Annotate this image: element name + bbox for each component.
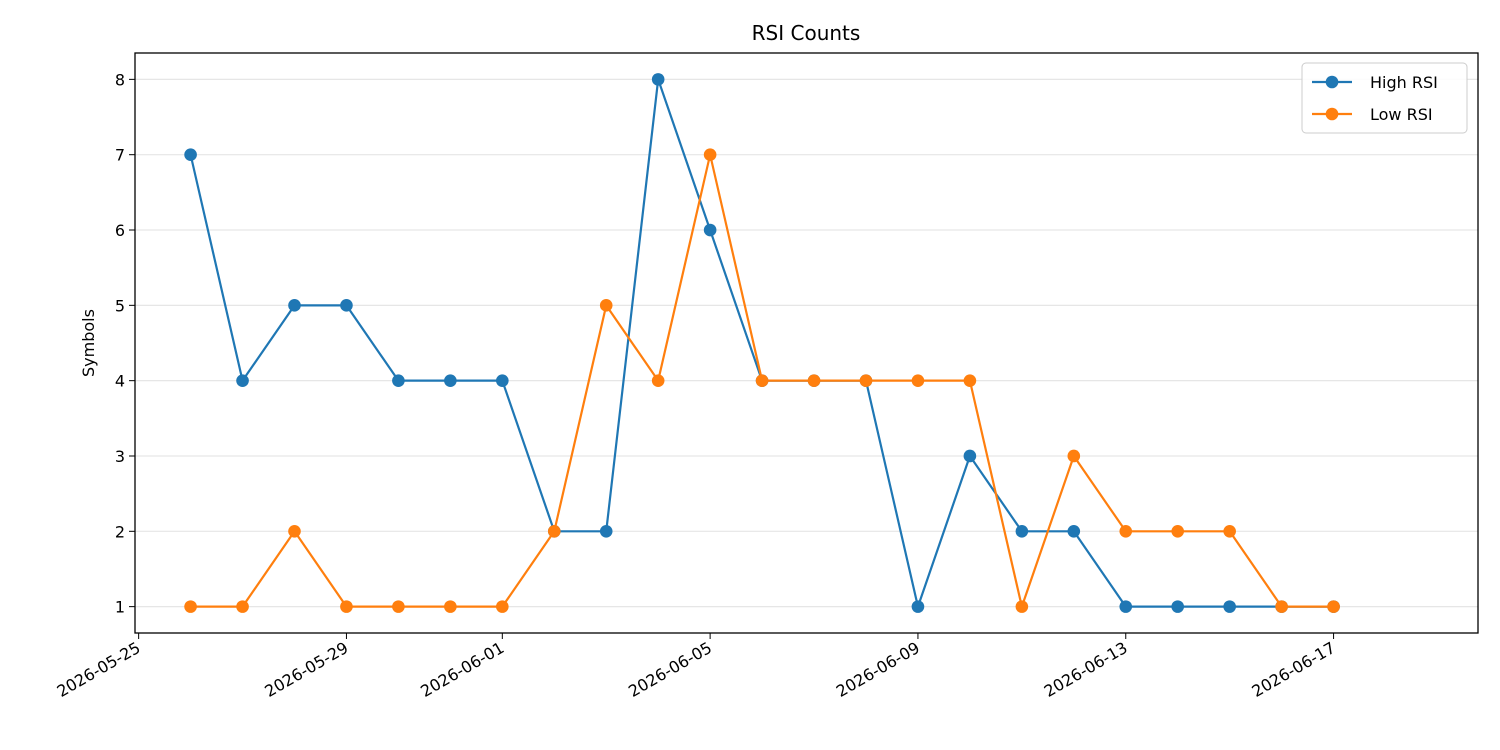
x-axis: 2026-05-25 2026-05-29 2026-06-01 2026-06-05… <box>54 633 1339 701</box>
data-point-low-rsi-2026-06-06 <box>755 374 769 387</box>
data-point-high-rsi-2026-06-15 <box>1223 600 1236 613</box>
data-point-high-rsi-2026-05-30 <box>392 374 405 387</box>
data-point-low-rsi-2026-06-16 <box>1275 600 1288 613</box>
data-point-high-rsi-2026-06-05 <box>703 223 717 237</box>
data-point-high-rsi-2026-06-09 <box>911 600 925 613</box>
data-point-high-rsi-2026-06-12 <box>1067 525 1081 538</box>
y-tick-label-4: 4 <box>115 372 125 391</box>
grid-lines <box>135 78 1478 608</box>
data-point-low-rsi-2026-05-28 <box>288 525 301 538</box>
data-point-high-rsi-2026-06-04 <box>651 73 665 86</box>
data-point-high-rsi-2026-06-13 <box>1119 600 1133 613</box>
data-point-low-rsi-2026-06-17 <box>1327 600 1340 613</box>
x-tick-label-2026-06-17: 2026-06-17 <box>1249 638 1339 701</box>
series-low-rsi <box>184 148 1340 613</box>
data-point-low-rsi-2026-06-15 <box>1223 525 1236 538</box>
series-line-high-rsi <box>189 78 1334 608</box>
y-axis: 1 2 3 4 5 6 7 8 <box>115 70 135 617</box>
data-point-low-rsi-2026-06-08 <box>859 374 873 387</box>
data-point-low-rsi-2026-06-07 <box>807 374 821 387</box>
data-point-low-rsi-2026-06-03 <box>599 299 613 312</box>
data-point-high-rsi-2026-05-31 <box>444 374 457 387</box>
data-point-high-rsi-2026-05-29 <box>340 299 353 312</box>
data-point-high-rsi-2026-05-28 <box>288 299 301 312</box>
data-point-low-rsi-2026-06-09 <box>911 374 925 387</box>
legend-marker-high-rsi <box>1325 75 1339 89</box>
x-tick-label-2026-05-29: 2026-05-29 <box>261 638 351 701</box>
data-point-high-rsi-2026-06-03 <box>599 525 613 538</box>
plot-frame <box>134 52 1479 634</box>
y-tick-label-8: 8 <box>115 70 125 89</box>
data-point-high-rsi-2026-06-01 <box>496 374 509 387</box>
y-tick-label-3: 3 <box>115 447 125 466</box>
data-point-low-rsi-2026-06-13 <box>1119 525 1133 538</box>
data-point-low-rsi-2026-06-05 <box>703 148 717 161</box>
data-point-low-rsi-2026-06-11 <box>1015 600 1029 613</box>
data-point-high-rsi-2026-06-14 <box>1171 600 1185 613</box>
legend-label-high-rsi: High RSI <box>1370 73 1438 92</box>
data-point-low-rsi-2026-06-12 <box>1067 449 1081 463</box>
data-point-low-rsi-2026-05-30 <box>392 600 405 613</box>
y-tick-label-2: 2 <box>115 522 125 541</box>
data-point-low-rsi-2026-05-27 <box>236 600 249 613</box>
legend: High RSI Low RSI <box>1301 62 1468 134</box>
data-point-low-rsi-2026-05-31 <box>444 600 457 613</box>
data-point-low-rsi-2026-06-04 <box>651 374 665 387</box>
series-layer <box>184 73 1340 613</box>
data-point-low-rsi-2026-06-02 <box>547 525 561 538</box>
data-point-low-rsi-2026-05-26 <box>184 600 197 613</box>
data-point-high-rsi-2026-05-27 <box>236 374 249 387</box>
data-point-low-rsi-2026-06-01 <box>496 600 509 613</box>
chart-title: RSI Counts <box>752 21 861 45</box>
y-tick-label-5: 5 <box>115 296 125 315</box>
legend-marker-low-rsi <box>1325 107 1339 121</box>
legend-label-low-rsi: Low RSI <box>1370 105 1433 124</box>
x-tick-label-2026-06-01: 2026-06-01 <box>417 638 507 701</box>
data-point-high-rsi-2026-05-26 <box>184 148 197 161</box>
y-tick-label-6: 6 <box>115 221 125 240</box>
y-axis-label: Symbols <box>79 309 98 377</box>
data-point-high-rsi-2026-06-10 <box>963 449 977 463</box>
data-point-high-rsi-2026-06-11 <box>1015 525 1029 538</box>
data-point-low-rsi-2026-05-29 <box>340 600 353 613</box>
x-tick-label-2026-05-25: 2026-05-25 <box>54 638 144 701</box>
x-tick-label-2026-06-09: 2026-06-09 <box>833 638 923 701</box>
y-tick-label-7: 7 <box>115 146 125 165</box>
legend-frame <box>1301 62 1468 134</box>
y-tick-label-1: 1 <box>115 598 125 617</box>
x-tick-label-2026-06-05: 2026-06-05 <box>625 638 715 701</box>
x-tick-label-2026-06-13: 2026-06-13 <box>1041 638 1131 701</box>
data-point-low-rsi-2026-06-14 <box>1171 525 1185 538</box>
data-point-low-rsi-2026-06-10 <box>963 374 977 387</box>
